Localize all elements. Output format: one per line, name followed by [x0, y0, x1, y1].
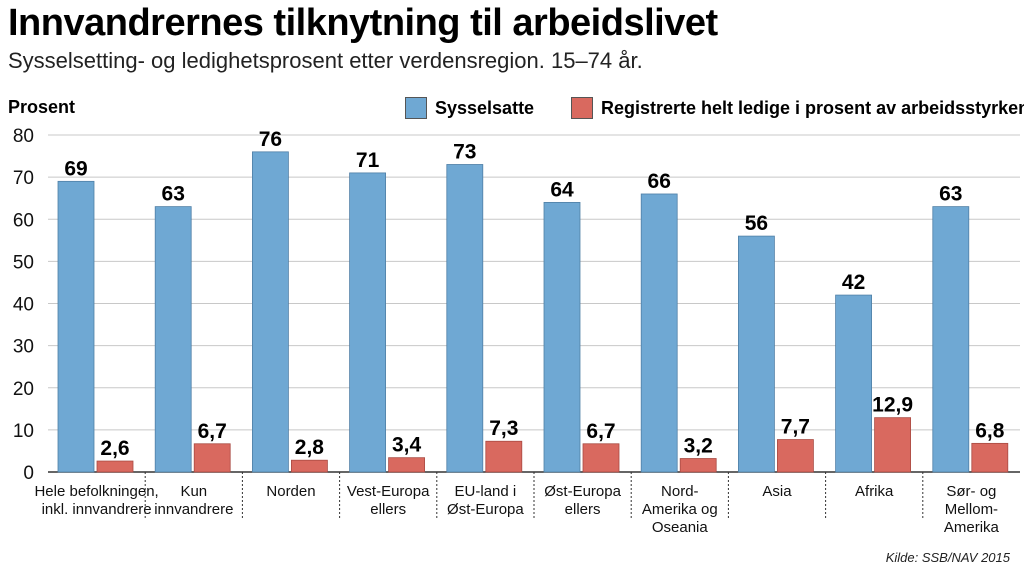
bar-unemployed — [290, 459, 328, 473]
bar-unemployed — [971, 442, 1009, 473]
data-label-employed: 71 — [356, 149, 380, 172]
bar-employed — [446, 164, 484, 473]
y-tick-label: 40 — [13, 295, 34, 316]
legend-label-employed: Sysselsatte — [435, 97, 535, 118]
bar-employed — [543, 201, 581, 473]
data-label-unemployed: 6,8 — [975, 419, 1005, 442]
y-tick-label: 20 — [13, 379, 34, 400]
x-tick-label: Sør- og Mellom-Amerika — [944, 483, 1000, 536]
data-label-unemployed: 3,2 — [684, 435, 713, 458]
data-label-employed: 76 — [259, 128, 282, 151]
legend-item-employed: Sysselsatte — [405, 97, 534, 119]
x-tick-label: Kun innvandrere — [154, 483, 233, 518]
x-tick-label: Afrika — [855, 483, 894, 500]
data-label-unemployed: 3,4 — [392, 434, 422, 457]
bar-unemployed — [388, 457, 426, 473]
data-label-unemployed: 2,6 — [100, 437, 129, 460]
y-axis-label: Prosent — [8, 97, 76, 117]
bar-unemployed — [485, 440, 523, 473]
source-note: Kilde: SSB/NAV 2015 — [885, 550, 1010, 565]
y-tick-label: 10 — [13, 421, 34, 442]
bar-employed — [349, 172, 387, 473]
x-tick-label: Asia — [762, 483, 792, 500]
data-label-unemployed: 2,8 — [295, 436, 325, 459]
data-label-employed: 63 — [939, 183, 962, 206]
bar-unemployed — [193, 443, 231, 473]
bar-employed — [738, 235, 775, 473]
bar-employed — [154, 206, 192, 473]
data-label-employed: 64 — [550, 178, 574, 201]
y-tick-label: 80 — [13, 126, 34, 147]
y-tick-label: 50 — [13, 252, 34, 273]
bar-employed — [57, 180, 95, 473]
chart-subtitle: Sysselsetting- og ledighetsprosent etter… — [8, 48, 643, 73]
data-label-employed: 56 — [745, 212, 768, 235]
x-tick-label: Vest-Europa ellers — [347, 483, 430, 518]
data-label-employed: 73 — [453, 140, 476, 163]
legend-swatch-unemployed — [571, 97, 593, 119]
legend-item-unemployed: Registrerte helt ledige i prosent av arb… — [571, 97, 1024, 119]
x-tick-label: EU-land i Øst-Europa — [447, 483, 524, 518]
bar-employed — [835, 294, 872, 473]
bar-unemployed — [582, 443, 620, 473]
data-label-unemployed: 7,7 — [781, 416, 810, 439]
y-tick-label: 60 — [13, 210, 34, 231]
data-label-employed: 63 — [162, 183, 185, 206]
data-label-employed: 42 — [842, 271, 865, 294]
data-label-employed: 69 — [64, 157, 87, 180]
bar-unemployed — [96, 460, 134, 473]
bar-employed — [640, 193, 678, 473]
x-tick-label: Øst-Europa ellers — [544, 483, 621, 518]
y-tick-label: 70 — [13, 168, 34, 189]
data-label-unemployed: 12,9 — [872, 394, 913, 417]
x-tick-label: Nord-Amerika og Oseania — [642, 483, 718, 536]
bar-employed — [932, 206, 970, 473]
y-tick-label: 30 — [13, 337, 34, 358]
data-label-unemployed: 6,7 — [586, 420, 615, 443]
bar-employed — [251, 151, 289, 473]
legend-swatch-employed — [405, 97, 427, 119]
x-tick-label: Norden — [266, 483, 315, 500]
data-label-employed: 66 — [648, 170, 671, 193]
data-label-unemployed: 6,7 — [198, 420, 227, 443]
x-tick-label: Hele befolkningen, inkl. innvandrere — [34, 483, 158, 518]
y-tick-label: 0 — [23, 463, 34, 484]
chart-title: Innvandrernes tilknytning til arbeidsliv… — [8, 2, 718, 44]
bar-unemployed — [777, 439, 814, 473]
bar-unemployed — [679, 458, 717, 473]
data-label-unemployed: 7,3 — [489, 417, 518, 440]
bar-unemployed — [874, 417, 911, 473]
legend-label-unemployed: Registrerte helt ledige i prosent av arb… — [601, 97, 1024, 118]
